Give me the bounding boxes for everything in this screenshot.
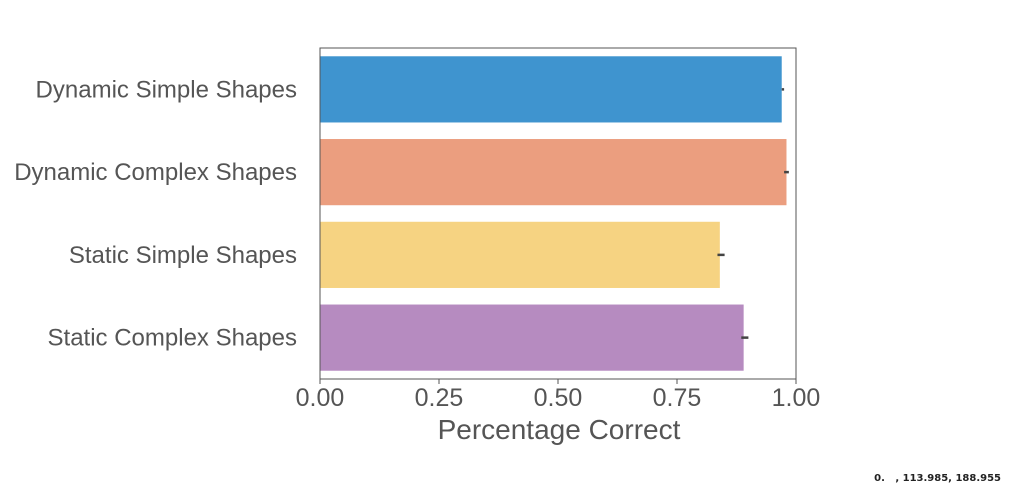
bar-static-simple-shapes xyxy=(320,221,720,288)
x-tick-label: 0.75 xyxy=(653,384,702,412)
x-tick-label: 0.50 xyxy=(534,384,583,412)
x-tick-label: 0.25 xyxy=(415,384,464,412)
x-axis-ticks: 0.00 0.25 0.50 0.75 1.00 xyxy=(296,379,821,412)
corner-note: 0. , 113.985, 188.955 xyxy=(874,473,1001,484)
bar-dynamic-simple-shapes xyxy=(320,56,782,123)
x-tick-label: 1.00 xyxy=(772,384,821,412)
category-label-dynamic-simple-shapes: Dynamic Simple Shapes xyxy=(36,76,297,103)
category-label-static-complex-shapes: Static Complex Shapes xyxy=(48,325,297,352)
bar-dynamic-complex-shapes xyxy=(320,139,787,206)
bars-layer xyxy=(320,56,787,371)
x-tick-label: 0.00 xyxy=(296,384,345,412)
error-bars-layer xyxy=(717,88,789,339)
x-axis-title: Percentage Correct xyxy=(438,414,681,445)
category-label-static-simple-shapes: Static Simple Shapes xyxy=(69,242,297,269)
category-label-dynamic-complex-shapes: Dynamic Complex Shapes xyxy=(14,159,297,186)
bar-static-complex-shapes xyxy=(320,304,744,371)
category-labels: Dynamic Simple Shapes Dynamic Complex Sha… xyxy=(14,76,297,351)
